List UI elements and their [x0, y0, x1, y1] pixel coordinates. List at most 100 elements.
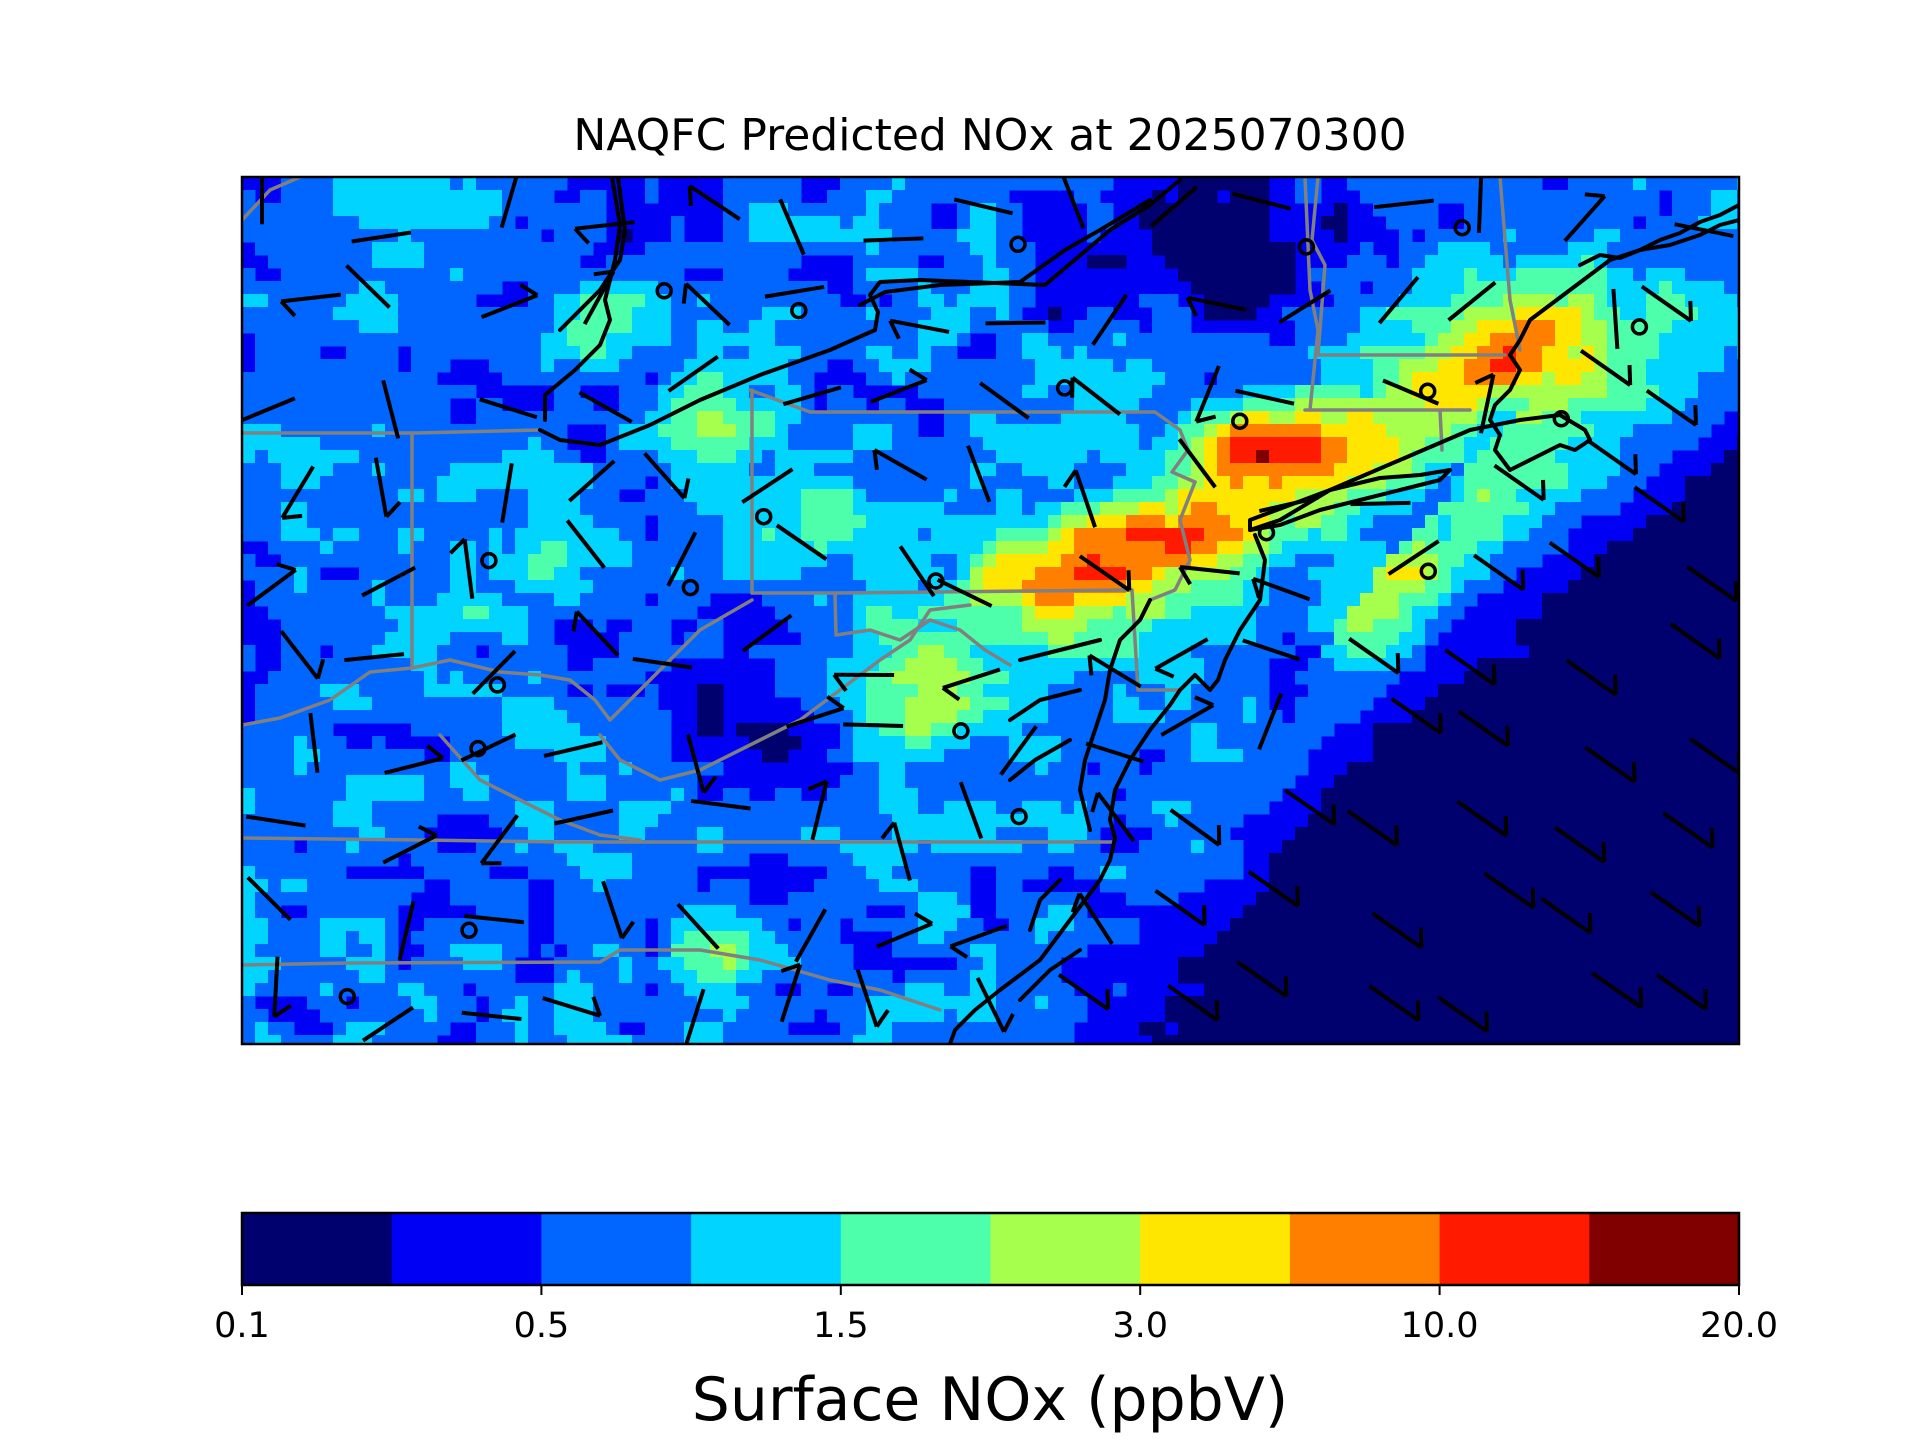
field-cell — [918, 632, 932, 646]
field-cell — [1633, 190, 1647, 204]
field-cell — [957, 255, 971, 269]
field-cell — [320, 385, 334, 399]
field-cell — [1360, 346, 1374, 360]
field-cell — [983, 424, 997, 438]
field-cell — [1048, 346, 1062, 360]
field-cell — [892, 502, 906, 516]
field-cell — [1568, 320, 1582, 334]
field-cell — [866, 567, 880, 581]
field-cell — [554, 385, 568, 399]
field-cell — [1672, 632, 1686, 646]
field-cell — [1204, 489, 1218, 503]
field-cell — [840, 645, 854, 659]
field-cell — [1152, 606, 1166, 620]
field-cell — [398, 294, 412, 308]
field-cell — [1243, 749, 1257, 763]
field-cell — [554, 450, 568, 464]
field-cell — [658, 255, 672, 269]
field-cell — [1451, 268, 1465, 282]
field-cell — [697, 632, 711, 646]
field-cell — [892, 476, 906, 490]
field-cell — [762, 320, 776, 334]
field-cell — [541, 580, 555, 594]
field-cell — [658, 632, 672, 646]
field-cell — [1542, 736, 1556, 750]
field-cell — [1334, 463, 1348, 477]
field-cell — [424, 645, 438, 659]
field-cell — [801, 320, 815, 334]
field-cell — [749, 177, 763, 191]
field-cell — [1555, 801, 1569, 815]
field-cell — [1178, 359, 1192, 373]
field-cell — [1607, 619, 1621, 633]
field-cell — [1425, 411, 1439, 425]
field-cell — [1464, 307, 1478, 321]
field-cell — [749, 320, 763, 334]
field-cell — [1295, 723, 1309, 737]
field-cell — [424, 697, 438, 711]
field-cell — [827, 203, 841, 217]
field-cell — [1022, 385, 1036, 399]
field-cell — [1464, 450, 1478, 464]
field-cell — [1178, 346, 1192, 360]
field-cell — [489, 476, 503, 490]
field-cell — [372, 762, 386, 776]
field-cell — [1438, 307, 1452, 321]
field-cell — [1347, 424, 1361, 438]
field-cell — [424, 216, 438, 230]
field-cell — [918, 658, 932, 672]
field-cell — [1191, 723, 1205, 737]
field-cell — [1165, 645, 1179, 659]
field-cell — [437, 606, 451, 620]
field-cell — [1451, 385, 1465, 399]
field-cell — [1321, 788, 1335, 802]
field-cell — [892, 710, 906, 724]
field-cell — [1490, 684, 1504, 698]
field-cell — [892, 424, 906, 438]
field-cell — [541, 320, 555, 334]
field-cell — [307, 346, 321, 360]
field-cell — [1516, 242, 1530, 256]
field-cell — [814, 515, 828, 529]
field-cell — [1711, 333, 1725, 347]
field-cell — [1451, 515, 1465, 529]
field-cell — [398, 242, 412, 256]
field-cell — [853, 541, 867, 555]
field-cell — [957, 476, 971, 490]
field-cell — [1555, 658, 1569, 672]
field-cell — [632, 346, 646, 360]
field-cell — [684, 294, 698, 308]
field-cell — [1178, 203, 1192, 217]
field-cell — [242, 229, 256, 243]
field-cell — [1581, 177, 1595, 191]
field-cell — [463, 255, 477, 269]
field-cell — [905, 801, 919, 815]
field-cell — [1581, 476, 1595, 490]
field-cell — [1633, 255, 1647, 269]
field-cell — [1464, 697, 1478, 711]
field-cell — [775, 541, 789, 555]
field-cell — [320, 528, 334, 542]
field-cell — [866, 710, 880, 724]
field-cell — [632, 294, 646, 308]
field-cell — [411, 463, 425, 477]
field-cell — [879, 619, 893, 633]
field-cell — [1243, 723, 1257, 737]
field-cell — [1399, 216, 1413, 230]
field-cell — [567, 203, 581, 217]
field-cell — [788, 515, 802, 529]
field-cell — [905, 723, 919, 737]
field-cell — [1451, 684, 1465, 698]
field-cell — [840, 476, 854, 490]
field-cell — [268, 541, 282, 555]
field-cell — [1425, 255, 1439, 269]
field-cell — [866, 489, 880, 503]
field-cell — [320, 541, 334, 555]
field-cell — [567, 346, 581, 360]
field-cell — [346, 554, 360, 568]
field-cell — [736, 268, 750, 282]
field-cell — [736, 541, 750, 555]
field-cell — [1672, 710, 1686, 724]
field-cell — [450, 619, 464, 633]
field-cell — [944, 424, 958, 438]
